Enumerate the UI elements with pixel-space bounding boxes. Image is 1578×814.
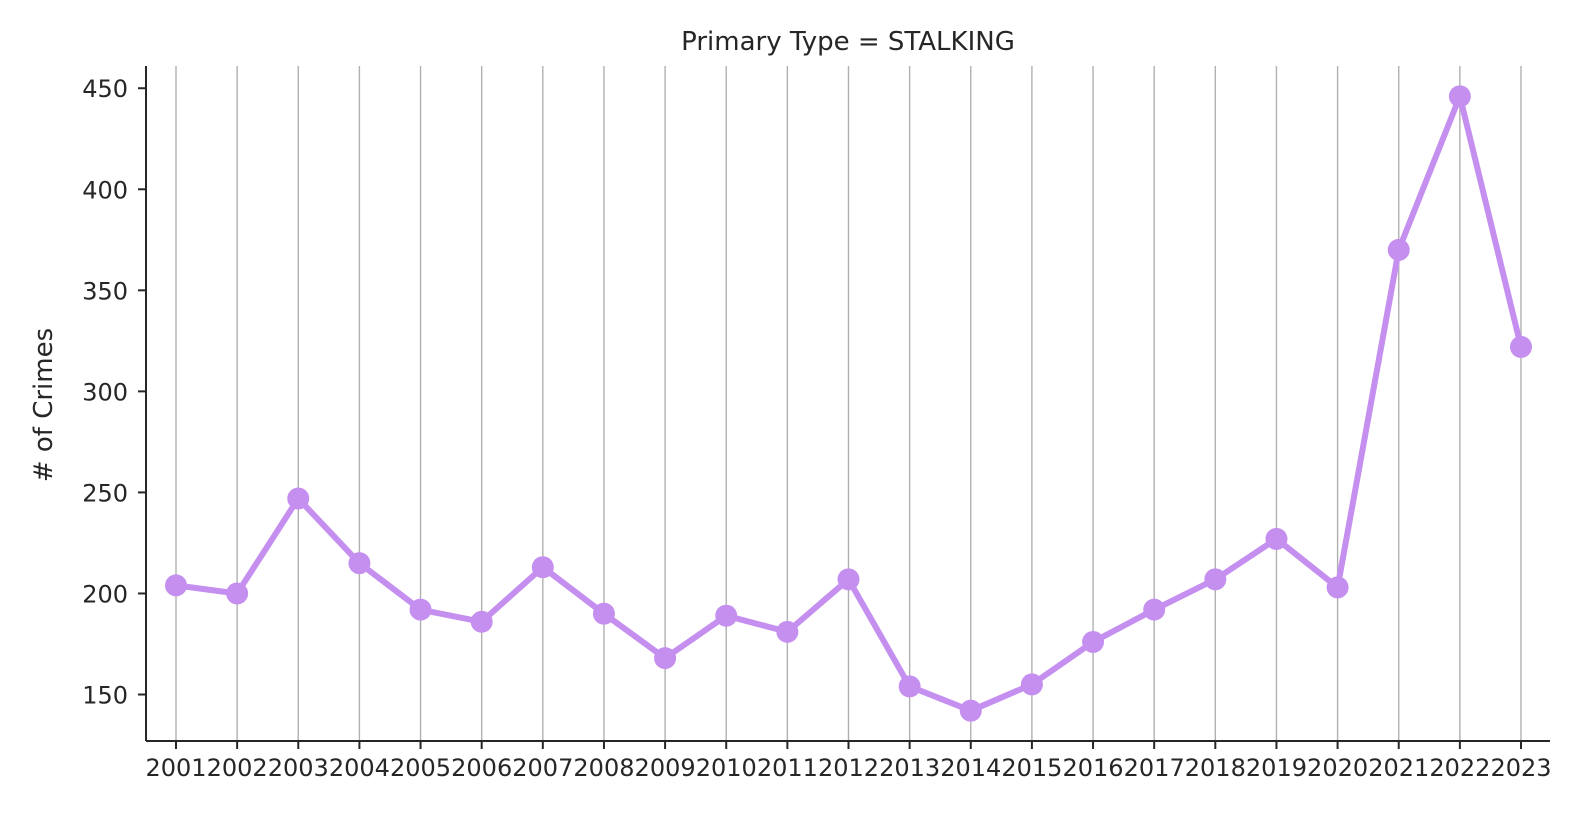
data-point-2010	[715, 604, 738, 627]
chart-title: Primary Type = STALKING	[681, 27, 1015, 57]
data-point-2001	[165, 574, 187, 597]
x-tick-label: 2006	[451, 754, 512, 782]
data-point-2003	[287, 487, 310, 510]
data-point-2013	[898, 675, 921, 698]
x-tick-label: 2023	[1490, 754, 1551, 782]
data-point-2009	[654, 647, 677, 670]
y-tick-label: 350	[82, 277, 128, 305]
vertical-gridlines	[175, 66, 1522, 741]
x-tick-label: 2001	[145, 754, 206, 782]
data-point-2006	[470, 610, 493, 633]
x-tick-label: 2003	[268, 754, 329, 782]
y-tick-label: 250	[82, 479, 128, 507]
x-tick-label: 2011	[757, 754, 818, 782]
data-point-2015	[1020, 673, 1043, 696]
x-tick-label: 2015	[1001, 754, 1062, 782]
data-point-2016	[1082, 630, 1105, 653]
x-tick-label: 2002	[207, 754, 268, 782]
data-point-2002	[226, 582, 249, 605]
data-point-2004	[348, 552, 371, 575]
y-tick-label: 450	[82, 75, 128, 103]
x-tick-label: 2020	[1307, 754, 1368, 782]
x-tick-label: 2014	[940, 754, 1001, 782]
x-tick-label: 2009	[635, 754, 696, 782]
data-point-2012	[837, 568, 860, 591]
data-point-2005	[409, 598, 432, 621]
data-point-2017	[1143, 598, 1166, 621]
x-tick-label: 2021	[1368, 754, 1429, 782]
x-tick-label: 2007	[512, 754, 573, 782]
x-tick-label: 2016	[1063, 754, 1124, 782]
x-tick-label: 2012	[818, 754, 879, 782]
data-point-2022	[1448, 85, 1471, 108]
x-tick-label: 2004	[329, 754, 390, 782]
data-point-2023	[1510, 335, 1532, 358]
x-tick-label: 2018	[1185, 754, 1246, 782]
data-point-2008	[592, 602, 615, 625]
y-tick-label: 300	[82, 378, 128, 406]
y-axis-label: # of Crimes	[29, 328, 59, 482]
data-point-2019	[1265, 527, 1288, 550]
data-point-2007	[531, 556, 554, 579]
x-axis-ticks: 2001 2002 2003 2004 2005 2006 2007 2008 2009 2010…	[145, 741, 1552, 782]
x-tick-label: 2022	[1429, 754, 1490, 782]
y-axis-ticks: 150 200 250 300 350 400 450	[82, 75, 146, 710]
x-tick-label: 2019	[1246, 754, 1307, 782]
x-tick-label: 2008	[573, 754, 634, 782]
data-point-2021	[1387, 238, 1410, 261]
x-tick-label: 2017	[1124, 754, 1185, 782]
data-point-2014	[959, 699, 982, 722]
x-tick-label: 2010	[696, 754, 757, 782]
y-tick-label: 400	[82, 176, 128, 204]
data-point-2020	[1326, 576, 1349, 599]
series-group	[165, 85, 1532, 722]
y-tick-label: 150	[82, 682, 128, 710]
x-tick-label: 2013	[879, 754, 940, 782]
y-tick-label: 200	[82, 580, 128, 608]
data-point-2018	[1204, 568, 1227, 591]
x-tick-label: 2005	[390, 754, 451, 782]
data-point-2011	[776, 620, 799, 643]
